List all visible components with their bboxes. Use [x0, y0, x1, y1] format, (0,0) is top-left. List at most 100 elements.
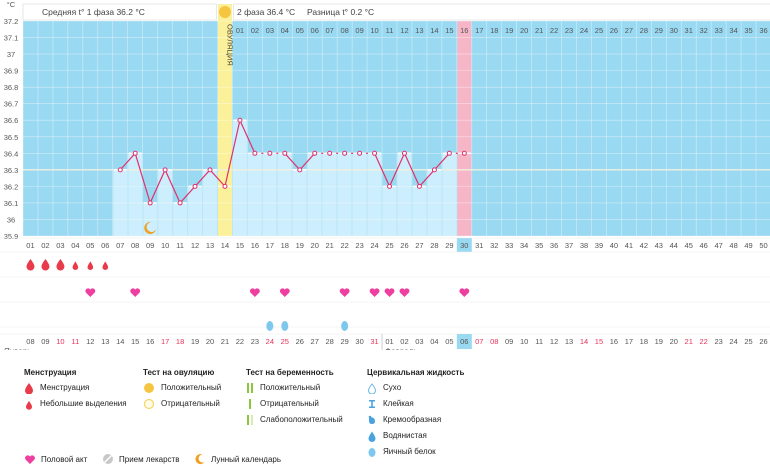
eggwhite-icon [368, 448, 376, 457]
cycle-day-label: 19 [296, 241, 304, 250]
legend-cervical-creamy: Кремообразная [367, 412, 464, 428]
post-ovulation-day: 33 [714, 26, 722, 35]
cycle-day-label: 22 [340, 241, 348, 250]
date-label: 27 [311, 337, 319, 346]
post-ovulation-day: 31 [685, 26, 693, 35]
legend-cervical-watery: Водянистая [367, 428, 464, 444]
current-date-highlight [456, 334, 472, 349]
cycle-day-label: 30 [460, 241, 468, 250]
cycle-day-label: 46 [700, 241, 708, 250]
temperature-difference-text: Разница t° 0.2 °C [307, 7, 374, 17]
temperature-point [132, 150, 138, 156]
cycle-day-label: 35 [535, 241, 543, 250]
intercourse-heart-icon [384, 288, 395, 297]
cycle-day-label: 49 [744, 241, 752, 250]
date-label: 02 [400, 337, 408, 346]
date-label: 12 [86, 337, 94, 346]
temperature-column [397, 153, 412, 236]
cycle-day-label: 41 [625, 241, 633, 250]
temperature-point [342, 150, 348, 156]
y-tick-label: 35.9 [4, 232, 19, 241]
y-tick-label: 36.1 [4, 199, 19, 208]
temperature-point [387, 183, 393, 189]
eggwhite-icon [281, 321, 289, 331]
y-tick-label: 36 [7, 215, 15, 224]
legend-cervical-dry: Сухо [367, 380, 464, 396]
ovulation-label: ОВУЛЯЦИЯ [225, 24, 234, 66]
moon-icon [195, 454, 205, 465]
cycle-day-label: 43 [655, 241, 663, 250]
date-label: 19 [655, 337, 663, 346]
current-day-highlight [456, 238, 472, 252]
post-ovulation-day: 15 [445, 26, 453, 35]
date-label: 19 [191, 337, 199, 346]
legend-ovulation-negative: Отрицательный [143, 396, 221, 412]
drop-outline-icon [367, 383, 377, 394]
legend-menstruation-light: Небольшие выделения [24, 396, 127, 412]
circle-filled-icon [144, 383, 154, 393]
post-ovulation-day: 16 [460, 26, 468, 35]
post-ovulation-day: 29 [655, 26, 663, 35]
cycle-day-label: 38 [580, 241, 588, 250]
eggwhite-icon [266, 321, 274, 331]
cycle-day-label: 17 [266, 241, 274, 250]
legend-label: Яичный белок [383, 447, 436, 456]
temperature-point [416, 183, 422, 189]
date-label: 20 [206, 337, 214, 346]
single-line-icon [249, 399, 251, 409]
temperature-column [442, 153, 457, 236]
post-ovulation-day: 14 [430, 26, 438, 35]
phase2-box [233, 3, 770, 21]
temperature-column [337, 153, 352, 236]
legend-cervical-title: Цервикальная жидкость [367, 368, 465, 377]
post-ovulation-day: 35 [744, 26, 752, 35]
post-ovulation-day: 34 [729, 26, 737, 35]
intercourse-heart-icon [279, 288, 290, 297]
temperature-point [207, 167, 213, 173]
legend-label: Небольшие выделения [40, 399, 127, 408]
post-ovulation-day: 02 [251, 26, 259, 35]
phase1-box [22, 3, 217, 21]
temperature-column [128, 153, 143, 236]
moon-icon [144, 221, 157, 234]
drop-heavy-icon [25, 383, 33, 394]
legend-label: Водянистая [383, 431, 427, 440]
post-ovulation-day: 10 [370, 26, 378, 35]
temperature-column [382, 186, 397, 236]
date-label: 31 [370, 337, 378, 346]
date-label: 21 [221, 337, 229, 346]
menstruation-heavy-drop [56, 259, 65, 271]
cycle-day-label: 32 [490, 241, 498, 250]
date-label: 25 [744, 337, 752, 346]
post-ovulation-day: 12 [400, 26, 408, 35]
temperature-point [222, 183, 228, 189]
date-label: 26 [759, 337, 767, 346]
cycle-day-label: 45 [685, 241, 693, 250]
post-ovulation-day: 23 [565, 26, 573, 35]
intercourse-heart-icon [339, 288, 350, 297]
post-ovulation-day: 08 [340, 26, 348, 35]
post-ovulation-day: 24 [580, 26, 588, 35]
date-label: 18 [176, 337, 184, 346]
cycle-day-label: 27 [415, 241, 423, 250]
date-label: 06 [460, 337, 468, 346]
circle-outline-icon [143, 398, 155, 410]
date-label: 14 [116, 337, 124, 346]
date-label: 15 [131, 337, 139, 346]
temperature-column [412, 186, 427, 236]
cycle-day-label: 09 [146, 241, 154, 250]
legend-label: Прием лекарств [119, 454, 180, 464]
date-label: 29 [340, 337, 348, 346]
temperature-point [162, 167, 168, 173]
date-label: 20 [670, 337, 678, 346]
temperature-column [232, 120, 247, 236]
phase-header [22, 3, 770, 21]
date-label: 26 [296, 337, 304, 346]
cycle-day-label: 02 [41, 241, 49, 250]
legend-ovulation-test-title: Тест на овуляцию [143, 368, 215, 377]
date-label: 24 [729, 337, 737, 346]
y-tick-label: 36.3 [4, 166, 19, 175]
cycle-day-label: 08 [131, 241, 139, 250]
cycle-day-label: 12 [191, 241, 199, 250]
cycle-day-label: 39 [595, 241, 603, 250]
